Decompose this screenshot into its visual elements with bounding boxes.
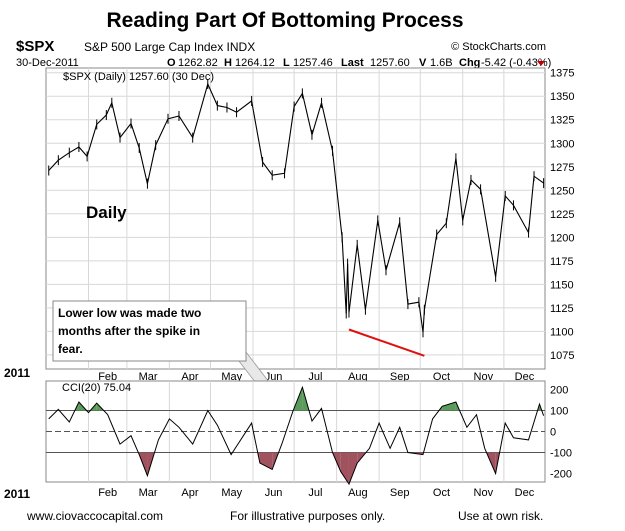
cci-oversold-fill <box>348 452 358 485</box>
price-x-tick-label: Feb <box>98 371 117 383</box>
cci-y-tick-label: -100 <box>550 448 572 460</box>
price-y-tick-label: 1150 <box>550 279 574 291</box>
price-y-tick-label: 1200 <box>550 232 574 244</box>
change-value: -5.42 (-0.43%) <box>481 57 551 69</box>
symbol-label: $SPX <box>16 38 54 55</box>
price-y-tick-label: 1225 <box>550 209 574 221</box>
price-x-tick-label: Mar <box>139 371 158 383</box>
callout-line-2: months after the spike in <box>58 324 200 338</box>
price-x-tick-label: Oct <box>433 371 450 383</box>
high-label: H <box>224 57 232 69</box>
volume-value: 1.6B <box>430 57 453 69</box>
cci-x-tick-label: May <box>221 487 242 499</box>
price-x-tick-label: Dec <box>515 371 535 383</box>
cci-series-line <box>48 385 545 486</box>
price-y-tick-label: 1125 <box>550 303 574 315</box>
cci-oversold-fill <box>259 452 273 470</box>
cci-y-tick-label: -200 <box>550 469 572 481</box>
volume-label: V <box>419 57 427 69</box>
price-y-tick-label: 1375 <box>550 68 574 80</box>
quote-date: 30-Dec-2011 <box>16 57 79 69</box>
open-label: O <box>167 57 176 69</box>
lower-low-trendline <box>348 328 425 357</box>
price-y-tick-label: 1175 <box>550 256 574 268</box>
footer-website: www.ciovaccocapital.com <box>26 509 163 523</box>
price-x-tick-label: Sep <box>390 371 410 383</box>
high-value: 1264.12 <box>235 57 275 69</box>
cci-x-tick-label: Jul <box>308 487 322 499</box>
cci-x-tick-label: Aug <box>348 487 368 499</box>
price-y-tick-label: 1325 <box>550 115 574 127</box>
callout-box <box>52 300 247 362</box>
price-y-tick-label: 1250 <box>550 185 574 197</box>
low-label: L <box>283 57 290 69</box>
stockcharts-watermark: © StockCharts.com <box>451 41 546 53</box>
cci-x-tick-label: Mar <box>139 487 158 499</box>
daily-label: Daily <box>86 203 127 222</box>
price-bars <box>48 78 545 338</box>
cci-y-axis: 200 100 0 -100 -200 <box>550 384 572 480</box>
year-label-top: 2011 <box>4 366 30 380</box>
price-y-axis: 1075 1100 1125 1150 1175 1200 1225 1250 1275 1300… <box>550 68 574 362</box>
price-x-tick-label: Nov <box>474 371 494 383</box>
last-value: 1257.60 <box>370 57 410 69</box>
price-y-tick-label: 1275 <box>550 162 574 174</box>
price-y-tick-label: 1300 <box>550 138 574 150</box>
down-arrow-icon <box>537 61 545 66</box>
price-y-tick-label: 1075 <box>550 350 574 362</box>
cci-x-tick-label: Dec <box>515 487 535 499</box>
cci-x-tick-label: Sep <box>390 487 410 499</box>
price-x-axis: Feb Mar Apr May Jun Jul Aug Sep Oct Nov Dec <box>98 371 535 383</box>
change-label: Chg <box>459 57 480 69</box>
cci-x-tick-label: Oct <box>433 487 450 499</box>
year-label-bottom: 2011 <box>4 487 30 501</box>
price-x-tick-label: Jul <box>308 371 322 383</box>
cci-x-axis: Feb Mar Apr May Jun Jul Aug Sep Oct Nov Dec <box>98 487 535 499</box>
cci-x-tick-label: Jun <box>265 487 283 499</box>
price-x-tick-label: May <box>221 371 242 383</box>
open-value: 1262.82 <box>178 57 218 69</box>
price-x-tick-label: Aug <box>348 371 368 383</box>
cci-y-tick-label: 100 <box>550 405 568 417</box>
callout-line-1: Lower low was made two <box>58 306 201 320</box>
cci-oversold-fill <box>340 452 349 485</box>
cci-y-tick-label: 200 <box>550 384 568 396</box>
chart-title: Reading Part Of Bottoming Process <box>106 9 463 32</box>
cci-x-tick-label: Nov <box>474 487 494 499</box>
price-x-tick-label: Jun <box>265 371 283 383</box>
index-name: S&P 500 Large Cap Index INDX <box>84 40 255 54</box>
cci-y-tick-label: 0 <box>550 427 556 439</box>
price-y-tick-label: 1100 <box>550 326 574 338</box>
cci-x-tick-label: Apr <box>181 487 198 499</box>
price-series-line <box>48 82 544 333</box>
price-x-tick-label: Apr <box>181 371 198 383</box>
footer-risk: Use at own risk. <box>458 509 543 523</box>
cci-legend: CCI(20) 75.04 <box>62 382 131 394</box>
cci-overbought-fill <box>442 402 456 411</box>
price-legend: $SPX (Daily) 1257.60 (30 Dec) <box>63 71 214 83</box>
last-label: Last <box>341 57 364 69</box>
footer-disclaimer: For illustrative purposes only. <box>230 509 385 523</box>
callout-line-3: fear. <box>58 342 83 356</box>
price-y-tick-label: 1350 <box>550 91 574 103</box>
cci-x-tick-label: Feb <box>98 487 117 499</box>
low-value: 1257.46 <box>293 57 333 69</box>
